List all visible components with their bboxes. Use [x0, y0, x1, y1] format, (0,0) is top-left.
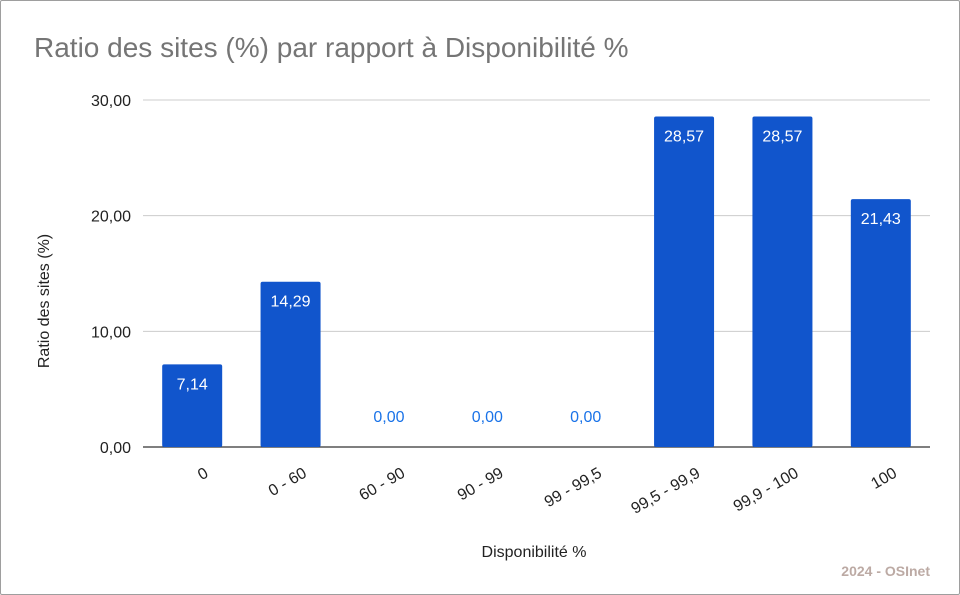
y-tick-label: 0,00	[100, 440, 131, 457]
bars	[162, 116, 911, 447]
data-label: 0,00	[373, 409, 404, 426]
x-tick-label: 99,5 - 99,9	[629, 465, 704, 518]
data-label: 0,00	[570, 409, 601, 426]
data-label: 21,43	[861, 211, 901, 228]
x-tick-label: 99 - 99,5	[542, 465, 605, 511]
x-axis-ticks: 0 0 - 60 60 - 90 90 - 99 99 - 99,5 99,5 - 99,…	[195, 465, 900, 518]
data-label: 28,57	[664, 129, 704, 146]
data-label: 28,57	[762, 129, 802, 146]
bar	[850, 199, 911, 447]
y-tick-label: 30,00	[91, 93, 131, 110]
bar	[752, 116, 813, 447]
data-label: 14,29	[271, 294, 311, 311]
x-tick-label: 99,9 - 100	[731, 465, 802, 516]
bar	[162, 364, 223, 447]
bar	[260, 281, 321, 447]
data-label: 7,14	[177, 376, 208, 393]
x-tick-label: 90 - 99	[455, 465, 507, 505]
x-tick-label: 60 - 90	[357, 465, 409, 505]
footer-credit: 2024 - OSInet	[841, 563, 930, 579]
chart-title: Ratio des sites (%) par rapport à Dispon…	[34, 32, 629, 63]
data-label: 0,00	[472, 409, 503, 426]
x-tick-label: 100	[868, 465, 900, 493]
y-axis-title: Ratio des sites (%)	[36, 234, 53, 368]
x-tick-label: 0	[195, 465, 211, 484]
x-axis-title: Disponibilité %	[482, 544, 587, 561]
data-labels: 7,14 14,29 0,00 0,00 0,00 28,57 28,57 21,43	[177, 129, 901, 426]
y-axis-ticks: 0,00 10,00 20,00 30,00	[91, 93, 131, 457]
x-tick-label: 0 - 60	[266, 465, 310, 500]
y-tick-label: 20,00	[91, 209, 131, 226]
y-tick-label: 10,00	[91, 324, 131, 341]
bar	[654, 116, 715, 447]
